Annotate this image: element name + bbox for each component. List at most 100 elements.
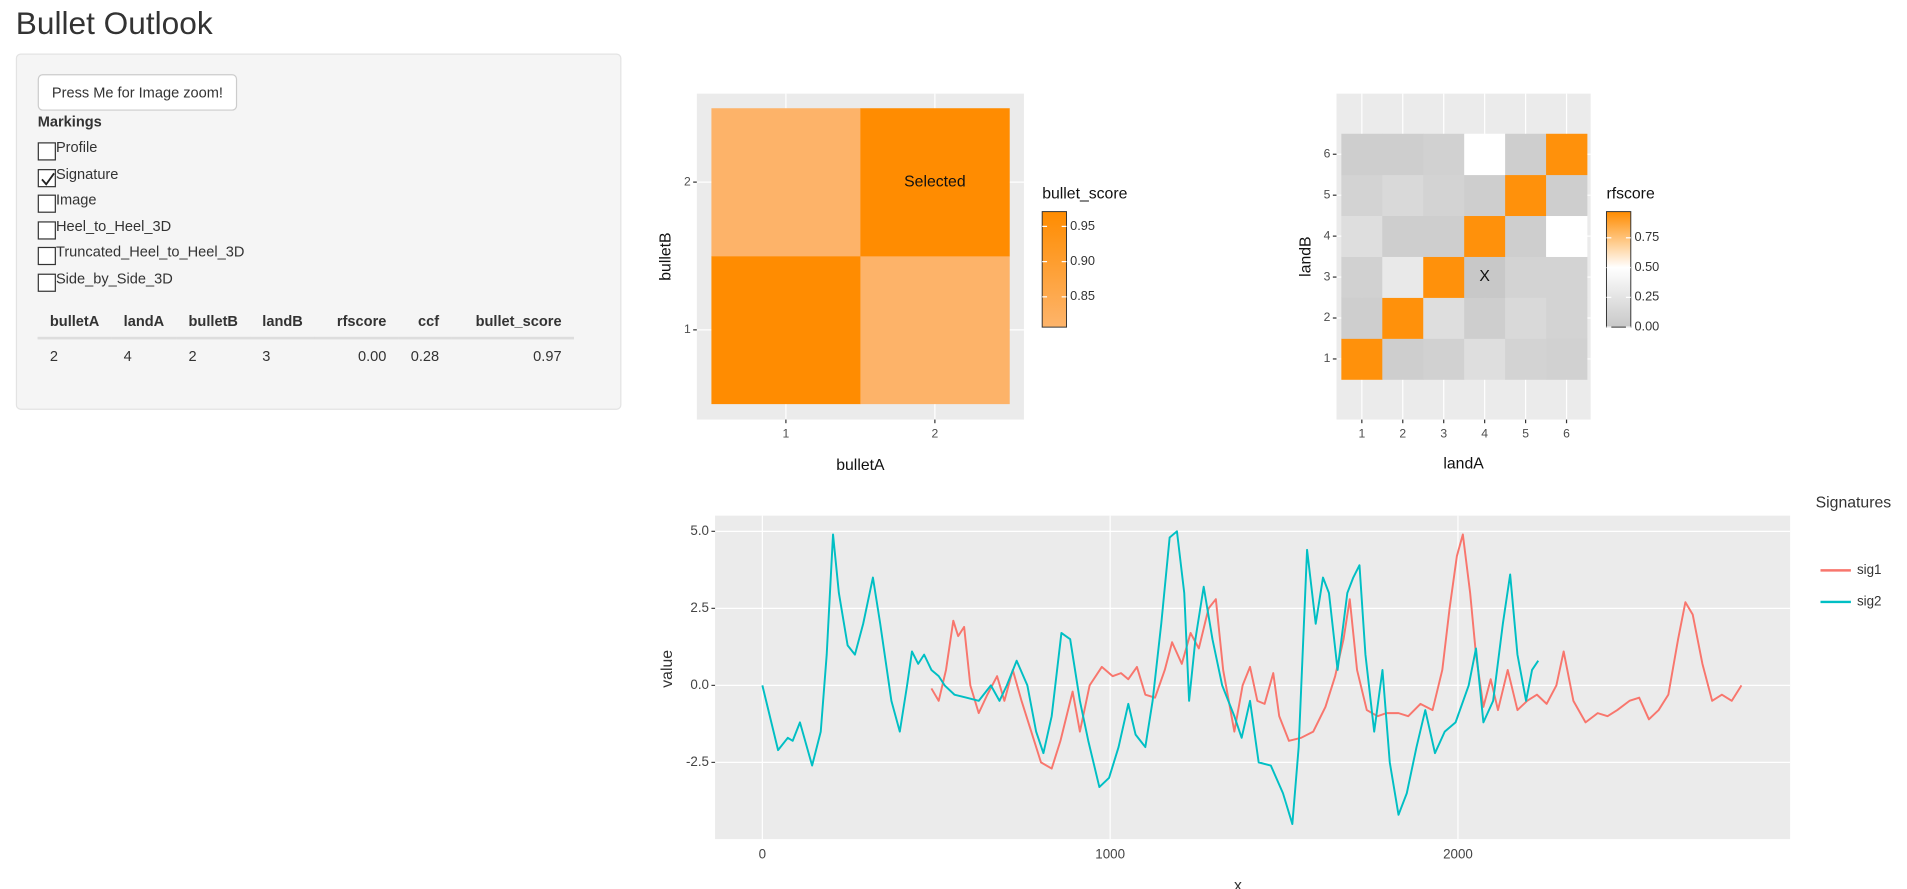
tile	[1464, 256, 1506, 298]
checkbox-row[interactable]: Side_by_Side_3D	[37, 269, 245, 296]
annotation: Selected	[904, 173, 965, 190]
zoom-button[interactable]: Press Me for Image zoom!	[37, 74, 238, 111]
y-axis-title: value	[659, 650, 676, 688]
table-cell: 2	[49, 347, 58, 365]
legend-label: sig2	[1857, 594, 1882, 609]
tile	[1341, 174, 1383, 217]
checkbox[interactable]	[37, 142, 56, 161]
table-cell: 2	[188, 347, 197, 365]
y-axis-title: bulletB	[658, 232, 675, 280]
tile	[1546, 338, 1588, 380]
x-tick-label: 1000	[1095, 846, 1125, 861]
colorbar-label: 0.00	[1634, 319, 1659, 334]
colorbar-label: 0.95	[1070, 218, 1095, 233]
colorbar-label: 0.75	[1634, 229, 1659, 244]
markings-label: Markings	[37, 113, 102, 131]
tile	[1382, 215, 1424, 257]
table-cell: 0.28	[410, 347, 440, 365]
column-header: landA	[111, 308, 177, 340]
y-tick-label: 5	[1324, 187, 1331, 201]
tile	[1546, 133, 1588, 176]
tile	[1464, 133, 1506, 176]
tile	[1464, 215, 1506, 257]
checkmark	[41, 172, 55, 186]
tile	[1382, 133, 1424, 176]
sidebar-panel: Press Me for Image zoom! Markings Profil…	[15, 53, 622, 410]
legend-label: sig1	[1857, 562, 1882, 577]
x-tick-label: 5	[1522, 426, 1529, 440]
tile	[1505, 174, 1547, 217]
x-tick-label: 6	[1563, 426, 1570, 440]
checkbox[interactable]	[37, 221, 56, 240]
tile	[1546, 297, 1588, 339]
y-tick-label: 5.0	[690, 523, 709, 538]
tile	[1382, 338, 1424, 380]
tile	[1423, 215, 1465, 257]
series-line	[930, 533, 1743, 770]
score-table: bulletA landA bulletB landB rfscore ccf bullet…	[37, 308, 574, 373]
annotation: X	[1479, 268, 1490, 285]
checkbox-label[interactable]: Side_by_Side_3D	[55, 269, 173, 287]
table-cell: 0.00	[357, 347, 387, 365]
y-tick-label: 1	[684, 322, 691, 336]
tile	[1546, 174, 1588, 217]
tile	[1546, 215, 1588, 257]
tile	[1423, 297, 1465, 339]
table-header: bulletA landA bulletB landB rfscore ccf bullet…	[37, 308, 574, 340]
tile	[711, 108, 861, 257]
tile	[1382, 174, 1424, 217]
checkbox-label[interactable]: Image	[55, 191, 97, 209]
table-cell: 3	[262, 347, 271, 365]
y-tick-label: -2.5	[686, 754, 709, 769]
x-tick-label: 2	[1399, 426, 1406, 440]
tile	[1341, 256, 1383, 298]
x-tick-label: 3	[1440, 426, 1447, 440]
series-line	[761, 530, 1540, 826]
checkbox-label[interactable]: Profile	[55, 138, 98, 156]
checkbox-group: Profile Signature Image Heel_to_Heel_3D Trun…	[37, 138, 245, 297]
x-axis-title: x	[1234, 878, 1242, 889]
column-header: bullet_score	[451, 308, 574, 340]
table-body: 2 4 2 3 0.00 0.28 0.97	[38, 338, 574, 373]
checkbox-label[interactable]: Truncated_Heel_to_Heel_3D	[55, 243, 245, 261]
checkbox-row[interactable]: Signature	[37, 164, 245, 191]
colorbar-label: 0.50	[1634, 259, 1659, 274]
checkbox-label[interactable]: Signature	[55, 164, 119, 182]
column-header: rfscore	[315, 308, 399, 340]
x-tick-label: 1	[783, 426, 790, 440]
colorbar-label: 0.85	[1070, 288, 1095, 303]
tile	[711, 255, 861, 405]
y-tick-label: 2	[1324, 310, 1331, 324]
x-tick-label: 2000	[1443, 846, 1473, 861]
tile	[1382, 256, 1424, 298]
column-header: ccf	[398, 308, 452, 340]
y-tick-label: 2.5	[690, 600, 709, 615]
tile	[1505, 338, 1547, 380]
tile	[1341, 338, 1383, 380]
x-axis-title: bulletA	[836, 457, 885, 474]
checkbox-row[interactable]: Profile	[37, 138, 245, 165]
tile	[1505, 215, 1547, 257]
column-header: landB	[250, 308, 316, 340]
legend-title: Signatures	[1816, 495, 1892, 512]
tile	[1464, 174, 1506, 217]
y-tick-label: 1	[1324, 351, 1331, 365]
checkbox-row[interactable]: Image	[37, 191, 245, 217]
checkbox[interactable]	[37, 168, 56, 187]
checkbox[interactable]	[37, 273, 56, 292]
checkbox[interactable]	[37, 194, 56, 214]
tile	[1505, 256, 1547, 298]
colorbar-label: 0.90	[1070, 253, 1095, 268]
tile	[1382, 297, 1424, 339]
checkbox-row[interactable]: Truncated_Heel_to_Heel_3D	[37, 243, 245, 270]
x-tick-label: 1	[1358, 426, 1365, 440]
checkbox-label[interactable]: Heel_to_Heel_3D	[55, 217, 172, 235]
y-tick-label: 4	[1324, 228, 1331, 242]
legend-title: rfscore	[1606, 186, 1654, 203]
checkbox[interactable]	[37, 247, 56, 266]
tile	[1423, 256, 1465, 298]
checkbox-row[interactable]: Heel_to_Heel_3D	[37, 217, 245, 243]
y-tick-label: 6	[1324, 146, 1331, 160]
column-header: bulletA	[37, 308, 112, 340]
tile	[1341, 215, 1383, 257]
